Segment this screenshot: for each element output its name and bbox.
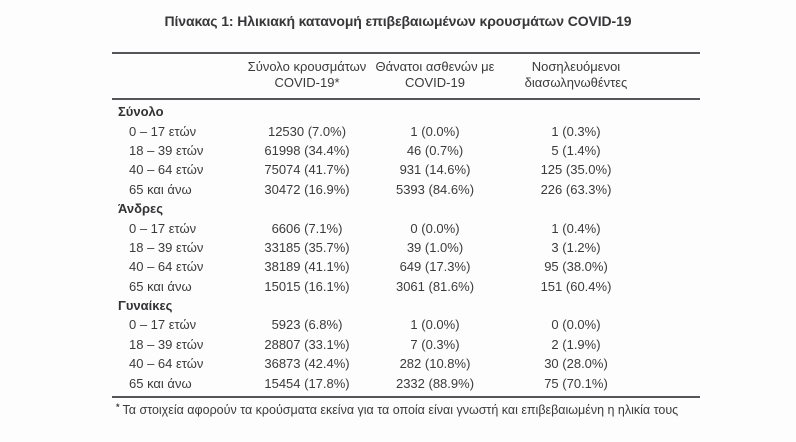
intubated-value: 0 (0.0%) <box>551 317 601 333</box>
intubated-value: 151 (60.4%) <box>540 278 612 294</box>
intubated-value: 125 (35.0%) <box>540 162 612 178</box>
intubated-value: 226 (63.3%) <box>540 181 612 197</box>
column-header-intubated-line2: διασωληνωθέντες <box>524 75 628 90</box>
table-header-row: Σύνολο κρουσμάτων COVID-19* Θάνατοι ασθε… <box>112 52 700 100</box>
cases-value: 12530 (7.0%) <box>267 123 347 139</box>
group-label: Σύνολο <box>118 104 164 120</box>
column-header-cases-line1: Σύνολο κρουσμάτων <box>247 59 367 74</box>
age-label: 0 – 17 ετών <box>129 123 197 139</box>
deaths-value: 5393 (84.6%) <box>395 181 475 197</box>
deaths-value: 1 (0.0%) <box>410 317 460 333</box>
table-row: 65 και άνω 30472 (16.9%) 5393 (84.6%) 22… <box>112 180 700 199</box>
deaths-value: 931 (14.6%) <box>399 162 471 178</box>
age-label: 65 και άνω <box>129 278 192 294</box>
intubated-value: 1 (0.3%) <box>551 123 601 139</box>
footnote-asterisk: * <box>116 401 120 412</box>
deaths-value: 1 (0.0%) <box>410 123 460 139</box>
deaths-value: 649 (17.3%) <box>399 259 471 275</box>
group-row-total: Σύνολο <box>112 102 700 121</box>
table-row: 65 και άνω 15015 (16.1%) 3061 (81.6%) 15… <box>112 277 700 296</box>
age-label: 40 – 64 ετών <box>129 356 204 372</box>
cases-value: 30472 (16.9%) <box>264 181 350 197</box>
table-body: Σύνολο 0 – 17 ετών 12530 (7.0%) 1 (0.0%)… <box>112 100 700 398</box>
cases-value: 15454 (17.8%) <box>264 375 350 391</box>
group-label: Άνδρες <box>118 201 163 217</box>
age-label: 18 – 39 ετών <box>129 239 204 255</box>
intubated-value: 2 (1.9%) <box>551 336 601 352</box>
table-row: 18 – 39 ετών 33185 (35.7%) 39 (1.0%) 3 (… <box>112 238 700 257</box>
age-label: 0 – 17 ετών <box>129 220 197 236</box>
cases-value: 75074 (41.7%) <box>264 162 350 178</box>
group-label: Γυναίκες <box>118 298 173 314</box>
column-header-deaths-line1: Θάνατοι ασθενών με <box>375 59 495 74</box>
age-label: 18 – 39 ετών <box>129 336 204 352</box>
age-label: 40 – 64 ετών <box>129 259 204 275</box>
intubated-value: 1 (0.4%) <box>551 220 601 236</box>
column-header-cases: Σύνολο κρουσμάτων COVID-19* <box>244 59 370 91</box>
intubated-value: 95 (38.0%) <box>544 259 608 275</box>
column-header-intubated: Νοσηλευόμενοι διασωληνωθέντες <box>500 59 652 91</box>
footnote-text: Τα στοιχεία αφορούν τα κρούσματα εκείνα … <box>122 402 679 417</box>
table-row: 65 και άνω 15454 (17.8%) 2332 (88.9%) 75… <box>112 373 700 392</box>
cases-value: 36873 (42.4%) <box>264 356 350 372</box>
deaths-value: 282 (10.8%) <box>399 356 471 372</box>
column-header-cases-line2: COVID-19* <box>274 75 340 90</box>
column-header-deaths-line2: COVID-19 <box>405 75 465 90</box>
intubated-value: 3 (1.2%) <box>551 239 601 255</box>
table-row: 0 – 17 ετών 6606 (7.1%) 0 (0.0%) 1 (0.4%… <box>112 218 700 237</box>
group-row-women: Γυναίκες <box>112 296 700 315</box>
age-label: 65 και άνω <box>129 375 192 391</box>
data-table: Σύνολο κρουσμάτων COVID-19* Θάνατοι ασθε… <box>112 52 700 417</box>
deaths-value: 0 (0.0%) <box>410 220 460 236</box>
deaths-value: 39 (1.0%) <box>406 239 464 255</box>
age-label: 18 – 39 ετών <box>129 142 204 158</box>
age-label: 0 – 17 ετών <box>129 317 197 333</box>
intubated-value: 75 (70.1%) <box>544 375 608 391</box>
table-row: 18 – 39 ετών 61998 (34.4%) 46 (0.7%) 5 (… <box>112 141 700 160</box>
cases-value: 5923 (6.8%) <box>271 317 343 333</box>
cases-value: 6606 (7.1%) <box>271 220 343 236</box>
cases-value: 33185 (35.7%) <box>264 239 350 255</box>
table-row: 40 – 64 ετών 38189 (41.1%) 649 (17.3%) 9… <box>112 257 700 276</box>
intubated-value: 30 (28.0%) <box>544 356 608 372</box>
table-row: 40 – 64 ετών 36873 (42.4%) 282 (10.8%) 3… <box>112 354 700 373</box>
cases-value: 28807 (33.1%) <box>264 336 350 352</box>
age-label: 65 και άνω <box>129 181 192 197</box>
deaths-value: 7 (0.3%) <box>410 336 460 352</box>
table-row: 0 – 17 ετών 12530 (7.0%) 1 (0.0%) 1 (0.3… <box>112 121 700 140</box>
deaths-value: 2332 (88.9%) <box>395 375 475 391</box>
cases-value: 38189 (41.1%) <box>264 259 350 275</box>
cases-value: 61998 (34.4%) <box>264 142 350 158</box>
table-row: 40 – 64 ετών 75074 (41.7%) 931 (14.6%) 1… <box>112 160 700 179</box>
group-row-men: Άνδρες <box>112 199 700 218</box>
deaths-value: 3061 (81.6%) <box>395 278 475 294</box>
column-header-intubated-line1: Νοσηλευόμενοι <box>531 59 621 74</box>
intubated-value: 5 (1.4%) <box>551 142 601 158</box>
footnote: * Τα στοιχεία αφορούν τα κρούσματα εκείνα… <box>112 401 700 417</box>
table-row: 0 – 17 ετών 5923 (6.8%) 1 (0.0%) 0 (0.0%… <box>112 315 700 334</box>
deaths-value: 46 (0.7%) <box>406 142 464 158</box>
cases-value: 15015 (16.1%) <box>264 278 350 294</box>
age-label: 40 – 64 ετών <box>129 162 204 178</box>
table-row: 18 – 39 ετών 28807 (33.1%) 7 (0.3%) 2 (1… <box>112 335 700 354</box>
column-header-deaths: Θάνατοι ασθενών με COVID-19 <box>370 59 500 91</box>
table-title: Πίνακας 1: Ηλικιακή κατανομή επιβεβαιωμέ… <box>164 13 632 29</box>
